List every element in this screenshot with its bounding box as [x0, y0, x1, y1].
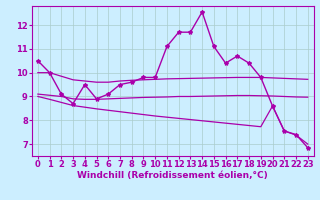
X-axis label: Windchill (Refroidissement éolien,°C): Windchill (Refroidissement éolien,°C) — [77, 171, 268, 180]
